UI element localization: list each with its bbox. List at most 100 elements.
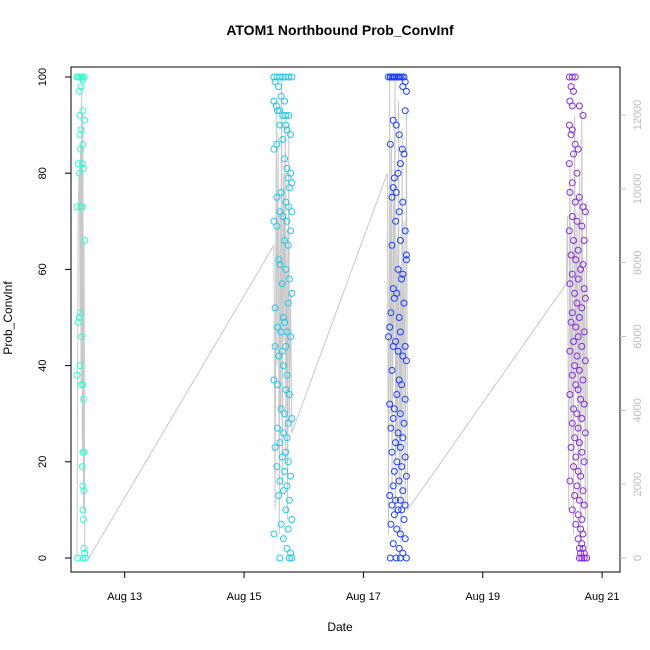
data-point — [270, 145, 278, 153]
data-point — [573, 410, 581, 418]
data-point — [81, 116, 89, 124]
data-point — [287, 333, 295, 341]
data-point — [271, 78, 279, 86]
data-point — [285, 112, 293, 119]
data-point — [401, 107, 409, 115]
data-point — [281, 155, 289, 163]
data-point — [571, 434, 579, 442]
data-point — [282, 265, 290, 273]
data-point — [81, 554, 89, 562]
data-point — [566, 347, 574, 355]
data-point — [577, 265, 585, 273]
data-point — [578, 554, 586, 562]
data-point — [277, 405, 285, 413]
data-point — [75, 169, 83, 177]
data-point — [395, 131, 403, 139]
y2-tick-label: 0 — [632, 555, 644, 561]
data-point — [389, 285, 397, 293]
data-point — [575, 554, 583, 562]
data-point — [577, 549, 585, 557]
series-line-4 — [565, 105, 589, 549]
data-point — [395, 544, 403, 552]
data-point — [283, 164, 291, 172]
data-point — [78, 463, 86, 471]
data-point — [402, 87, 410, 95]
data-point — [581, 429, 589, 437]
series-line-2 — [273, 76, 388, 535]
data-point — [284, 174, 292, 182]
data-point — [570, 463, 577, 471]
data-point — [279, 362, 287, 370]
data-point — [394, 506, 402, 514]
data-point — [275, 83, 283, 91]
data-point — [287, 549, 295, 557]
data-point — [279, 314, 287, 321]
data-point — [399, 352, 407, 360]
data-point — [281, 237, 289, 244]
data-point — [285, 496, 293, 504]
data-point — [575, 496, 583, 504]
data-point — [567, 131, 575, 139]
data-point — [399, 270, 407, 278]
data-point — [73, 203, 81, 211]
data-point — [274, 323, 281, 331]
data-point — [392, 554, 400, 562]
data-point — [76, 112, 84, 119]
data-point — [394, 265, 402, 273]
data-point — [79, 506, 87, 514]
data-point — [574, 246, 582, 254]
data-point — [395, 477, 403, 485]
x-tick-label: Aug 17 — [346, 591, 381, 603]
data-point — [288, 289, 296, 297]
data-point — [571, 73, 579, 81]
data-point — [279, 136, 287, 143]
data-point — [78, 203, 86, 211]
data-point — [74, 160, 82, 168]
data-point — [273, 463, 281, 471]
data-point — [566, 188, 574, 196]
data-point — [566, 477, 574, 485]
data-point — [581, 208, 589, 216]
data-point — [388, 448, 396, 456]
data-point — [387, 424, 395, 432]
y2-tick-label: 8000 — [632, 250, 644, 274]
data-point — [572, 323, 580, 331]
y2-tick-label: 4000 — [632, 398, 644, 422]
data-point — [279, 213, 287, 220]
data-point — [282, 121, 290, 129]
data-point — [570, 338, 577, 345]
data-point — [76, 131, 84, 139]
data-point — [396, 530, 404, 538]
data-point — [273, 140, 281, 148]
data-point — [578, 304, 586, 312]
data-point — [388, 366, 396, 374]
data-point — [572, 453, 580, 461]
data-point — [578, 342, 586, 350]
data-point — [386, 492, 394, 499]
data-point — [573, 217, 581, 225]
data-point — [81, 237, 89, 244]
data-point — [275, 492, 283, 499]
data-point — [390, 405, 398, 413]
data-point — [390, 467, 398, 475]
data-point — [575, 102, 583, 110]
data-point — [396, 554, 404, 562]
data-point — [578, 415, 586, 422]
data-point — [386, 400, 394, 408]
data-point — [274, 107, 281, 115]
data-point — [281, 467, 289, 475]
data-point — [570, 405, 577, 413]
data-point — [571, 362, 579, 370]
data-point — [275, 256, 283, 264]
data-point — [283, 544, 291, 552]
data-point — [580, 554, 588, 562]
data-point — [583, 554, 591, 562]
data-point — [271, 304, 279, 312]
data-point — [570, 237, 577, 244]
data-point — [278, 453, 286, 461]
data-point — [571, 492, 579, 499]
data-point — [80, 395, 87, 403]
data-point — [283, 371, 291, 379]
data-point — [394, 429, 402, 437]
